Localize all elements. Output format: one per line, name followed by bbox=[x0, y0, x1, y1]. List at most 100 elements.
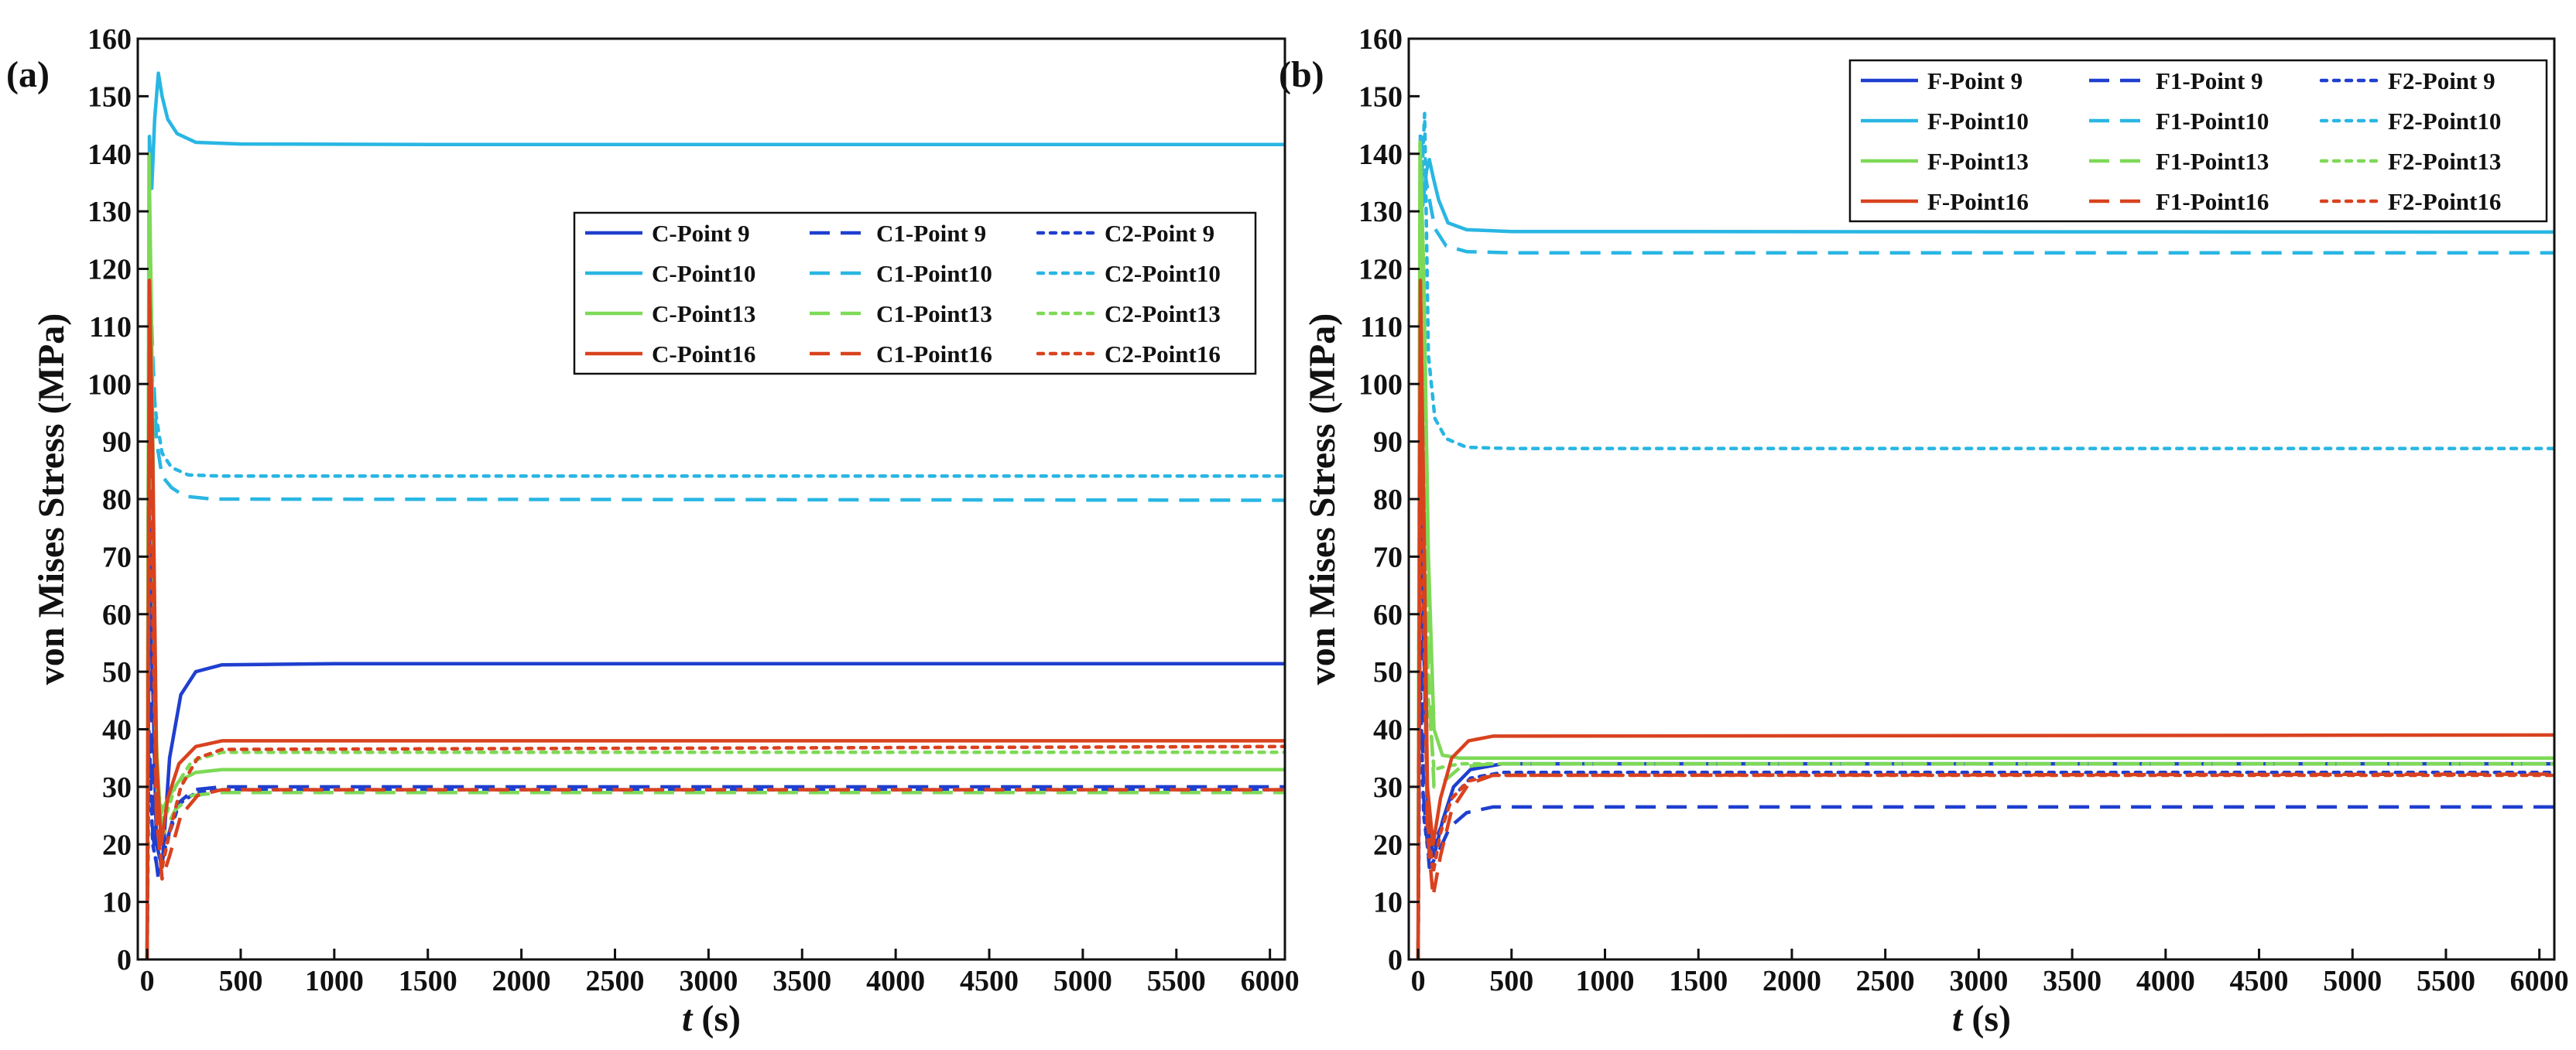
legend-label: C1-Point10 bbox=[876, 260, 992, 287]
y-tick-label: 140 bbox=[1358, 139, 1403, 171]
chart-panel-a: 0 500 1000 1500 2000 2500 3000 3500 4000 4500 5000… bbox=[6, 23, 1300, 1039]
y-tick-label: 50 bbox=[1373, 656, 1403, 689]
x-tick-label: 4500 bbox=[960, 965, 1019, 997]
x-tick-label: 2000 bbox=[492, 965, 551, 997]
x-tick-label: 0 bbox=[140, 965, 155, 997]
series-group bbox=[145, 71, 1285, 959]
legend-label: F-Point13 bbox=[1927, 148, 2029, 175]
y-tick-label: 30 bbox=[102, 771, 132, 804]
series-line-f2-point10 bbox=[1416, 111, 2554, 959]
x-tick-label: 1500 bbox=[399, 965, 457, 997]
x-tick-label: 6000 bbox=[1241, 965, 1300, 997]
legend-label: C2-Point 9 bbox=[1105, 220, 1214, 247]
x-axis-unit: (s) bbox=[692, 998, 741, 1039]
y-tick-label: 150 bbox=[1358, 80, 1403, 113]
x-tick-label: 500 bbox=[1489, 965, 1533, 997]
legend-label: F2-Point13 bbox=[2388, 148, 2501, 175]
y-tick-label: 80 bbox=[102, 484, 132, 516]
series-line-c-point10 bbox=[145, 71, 1285, 959]
x-tick-label: 5500 bbox=[2417, 965, 2475, 997]
legend-label: F2-Point 9 bbox=[2388, 67, 2496, 94]
y-tick-label: 110 bbox=[89, 311, 132, 344]
x-tick-label: 5500 bbox=[1147, 965, 1206, 997]
legend-label: C1-Point 9 bbox=[876, 220, 986, 247]
legend-label: F1-Point10 bbox=[2156, 108, 2269, 135]
x-axis-label: t (s) bbox=[682, 998, 741, 1039]
x-tick-label: 2500 bbox=[1856, 965, 1915, 997]
x-tick-label: 2000 bbox=[1762, 965, 1821, 997]
y-tick-label: 70 bbox=[102, 541, 132, 573]
x-tick-label: 500 bbox=[218, 965, 262, 997]
y-tick-label: 100 bbox=[1358, 368, 1403, 401]
legend-label: F2-Point16 bbox=[2388, 188, 2501, 215]
legend-label: C1-Point13 bbox=[876, 300, 992, 327]
legend-label: F2-Point10 bbox=[2388, 108, 2501, 135]
x-axis-variable: t bbox=[1952, 998, 1964, 1039]
legend-label: F1-Point13 bbox=[2156, 148, 2269, 175]
y-tick-label: 10 bbox=[102, 887, 132, 919]
plot-frame bbox=[136, 37, 1286, 961]
y-tick-label: 20 bbox=[1373, 829, 1403, 861]
x-tick-label: 2500 bbox=[585, 965, 644, 997]
y-tick-label: 160 bbox=[87, 23, 132, 56]
series-line-c-point-9 bbox=[145, 279, 1285, 959]
panel-label: (b) bbox=[1279, 54, 1324, 95]
x-tick-label: 3000 bbox=[679, 965, 738, 997]
y-tick-label: 160 bbox=[1358, 23, 1403, 56]
legend: C-Point 9 C1-Point 9 C2-Point 9 C-Point10 C1… bbox=[573, 211, 1257, 375]
legend-label: C-Point 9 bbox=[652, 220, 750, 247]
y-tick-label: 50 bbox=[102, 656, 132, 689]
x-axis-variable: t bbox=[682, 998, 694, 1039]
y-tick-label: 100 bbox=[87, 368, 132, 401]
series-group bbox=[1416, 111, 2554, 959]
series-line-f-point10 bbox=[1416, 152, 2554, 959]
series-line-c1-point16 bbox=[145, 382, 1285, 959]
x-tick-label: 1000 bbox=[1576, 965, 1635, 997]
series-line-c2-point-9 bbox=[145, 727, 1285, 959]
legend-label: C-Point10 bbox=[652, 260, 755, 287]
y-tick-label: 120 bbox=[1358, 254, 1403, 286]
y-axis-label: von Mises Stress (MPa) bbox=[31, 313, 72, 685]
legend-label: C-Point16 bbox=[652, 340, 755, 368]
legend-label: F1-Point16 bbox=[2156, 188, 2269, 215]
y-tick-label: 30 bbox=[1373, 771, 1403, 804]
legend-box bbox=[1848, 59, 2548, 223]
y-tick-label: 60 bbox=[102, 599, 132, 631]
series-line-f1-point-9 bbox=[1416, 612, 2554, 959]
x-tick-label: 3500 bbox=[2043, 965, 2102, 997]
series-line-f-point13 bbox=[1416, 140, 2554, 959]
y-tick-label: 10 bbox=[1373, 887, 1403, 919]
x-axis-label: t (s) bbox=[1952, 998, 2011, 1039]
y-tick-label: 0 bbox=[1388, 944, 1403, 976]
x-tick-label: 5000 bbox=[1053, 965, 1112, 997]
y-tick-label: 80 bbox=[1373, 484, 1403, 516]
x-tick-label: 4000 bbox=[2136, 965, 2195, 997]
legend-label: C2-Point10 bbox=[1105, 260, 1221, 287]
panel-label: (a) bbox=[6, 54, 50, 95]
chart-panel-b: 0 500 1000 1500 2000 2500 3000 3500 4000 4500 5000… bbox=[1279, 23, 2569, 1039]
y-tick-label: 70 bbox=[1373, 541, 1403, 573]
x-tick-label: 0 bbox=[1411, 965, 1426, 997]
y-tick-label: 40 bbox=[1373, 714, 1403, 747]
legend-label: F-Point 9 bbox=[1927, 67, 2023, 94]
series-line-c-point16 bbox=[145, 279, 1285, 959]
series-line-f1-point16 bbox=[1416, 324, 2554, 959]
y-tick-label: 110 bbox=[1360, 311, 1403, 344]
legend-label: C1-Point16 bbox=[876, 340, 992, 368]
series-line-f2-point-9 bbox=[1416, 669, 2554, 959]
y-tick-label: 150 bbox=[87, 80, 132, 113]
y-axis-label: von Mises Stress (MPa) bbox=[1302, 313, 1343, 685]
legend-label: C2-Point13 bbox=[1105, 300, 1221, 327]
x-tick-label: 5000 bbox=[2323, 965, 2382, 997]
y-tick-label: 130 bbox=[87, 196, 132, 228]
y-tick-label: 130 bbox=[1358, 196, 1403, 228]
series-line-f-point-9 bbox=[1416, 353, 2554, 959]
x-tick-label: 3500 bbox=[772, 965, 831, 997]
y-tick-label: 120 bbox=[87, 254, 132, 286]
legend-label: C-Point13 bbox=[652, 300, 755, 327]
x-tick-label: 1500 bbox=[1669, 965, 1728, 997]
legend-label: C2-Point16 bbox=[1105, 340, 1221, 368]
x-tick-label: 6000 bbox=[2510, 965, 2569, 997]
legend-box bbox=[573, 211, 1257, 375]
